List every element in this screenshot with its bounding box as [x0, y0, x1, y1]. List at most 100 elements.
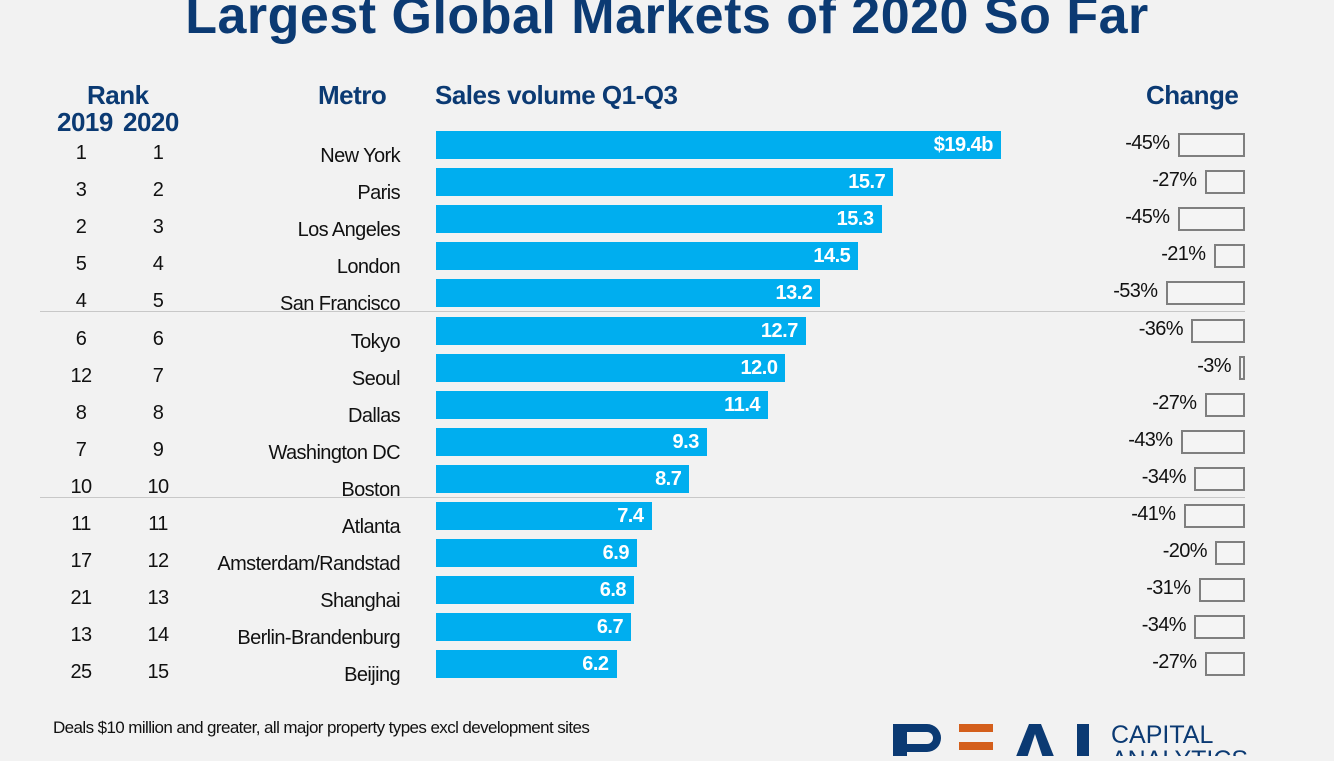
change-bar: [1204, 170, 1245, 195]
metro-label: Amsterdam/Randstad: [217, 553, 400, 576]
rank-2020: 3: [152, 216, 164, 239]
rank-2020: 8: [152, 401, 164, 424]
change-bar: [1194, 466, 1245, 491]
bar-value-label: 9.3: [672, 430, 700, 453]
bar: [436, 576, 635, 605]
svg-text:ANALYTICS: ANALYTICS: [1111, 746, 1248, 756]
change-bar: [1213, 244, 1245, 269]
rank-2020: 7: [152, 364, 164, 387]
rank-2019: 25: [70, 661, 92, 684]
rank-2020: 9: [152, 438, 164, 461]
rank-2020: 10: [147, 475, 169, 498]
change-label: -34%: [1141, 614, 1187, 637]
metro-label: Los Angeles: [297, 219, 401, 242]
change-label: -45%: [1125, 132, 1170, 154]
change-bar: [1180, 429, 1245, 454]
rank-2019: 5: [75, 253, 87, 276]
rank-2019: 17: [70, 550, 92, 573]
rank-2019: 11: [71, 513, 91, 535]
rank-2019: 21: [70, 587, 92, 610]
metro-label: Berlin-Brandenburg: [237, 627, 400, 650]
change-bar: [1177, 207, 1245, 232]
bar: [436, 427, 707, 456]
rca-logo: CAPITAL ANALYTICS: [893, 716, 1313, 761]
rank-2019: 13: [70, 624, 92, 647]
metro-label: Paris: [357, 182, 400, 205]
change-bar: [1165, 281, 1245, 306]
metro-label: Beijing: [344, 664, 400, 687]
bar-value-label: 14.5: [813, 245, 851, 268]
rank-2019: 3: [75, 179, 87, 202]
bar-value-label: 12.7: [760, 319, 798, 342]
change-header: Change: [1146, 80, 1239, 110]
rank-2019: 12: [70, 364, 92, 387]
change-bar: [1183, 504, 1245, 528]
rank-2019: 10: [70, 475, 92, 498]
metro-label: Washington DC: [268, 441, 400, 464]
change-label: -27%: [1152, 169, 1197, 192]
change-label: -27%: [1152, 651, 1197, 674]
rank-2020: 14: [147, 624, 169, 647]
rank-header: Rank: [87, 80, 149, 110]
bar-value-label: 6.9: [602, 542, 630, 565]
rank-2020: 13: [147, 587, 169, 610]
change-label: -45%: [1125, 206, 1170, 229]
bar: [436, 390, 768, 419]
bar: [436, 502, 652, 530]
change-label: -43%: [1128, 428, 1173, 451]
metro-label: Boston: [341, 478, 400, 501]
footnote: Deals $10 million and greater, all major…: [53, 718, 590, 737]
bar-value-label: 6.8: [599, 579, 627, 602]
bar-value-label: $19.4b: [933, 134, 994, 156]
metro-label: San Francisco: [279, 293, 401, 316]
change-label: -21%: [1161, 243, 1206, 266]
bar: [436, 316, 806, 345]
chart-title: Largest Global Markets of 2020 So Far: [185, 0, 1149, 45]
change-label: -36%: [1138, 317, 1184, 340]
change-label: -27%: [1152, 391, 1197, 414]
rank-2019: 2: [75, 216, 87, 239]
change-bar: [1204, 652, 1245, 677]
bar: [436, 539, 637, 568]
rank-2020: 2: [152, 179, 164, 202]
rank-2020: 12: [147, 550, 169, 573]
metro-label: New York: [320, 145, 400, 167]
bar: [436, 131, 1001, 159]
rank-2020-header: 2020: [123, 107, 179, 137]
rank-2020: 6: [152, 327, 164, 350]
bar-value-label: 15.3: [836, 208, 874, 231]
metro-label: London: [336, 256, 401, 279]
metro-header: Metro: [318, 80, 387, 110]
bar-value-label: 15.7: [848, 171, 886, 194]
bar: [436, 613, 632, 642]
change-label: -20%: [1162, 540, 1208, 563]
change-label: -53%: [1113, 280, 1158, 303]
bar: [436, 205, 882, 234]
bar-value-label: 8.7: [655, 467, 682, 490]
rank-2019: 1: [75, 142, 87, 164]
change-label: -3%: [1197, 354, 1231, 377]
change-bar: [1239, 355, 1245, 380]
rank-2020: 11: [148, 513, 168, 535]
change-bar: [1215, 541, 1245, 566]
change-label: -41%: [1131, 503, 1176, 525]
bar-value-label: 7.4: [617, 505, 644, 527]
change-bar: [1191, 318, 1245, 343]
metro-label: Dallas: [348, 404, 401, 427]
svg-text:CAPITAL: CAPITAL: [1111, 721, 1213, 749]
change-bar: [1198, 578, 1245, 603]
rank-2020: 5: [152, 290, 164, 313]
rank-2020: 4: [152, 253, 164, 276]
bar: [436, 168, 894, 197]
group-divider: [40, 497, 1245, 498]
bar-value-label: 6.7: [596, 616, 624, 639]
rank-2020: 1: [152, 142, 164, 164]
bar: [436, 279, 821, 308]
bar: [436, 242, 859, 271]
change-bar: [1177, 133, 1245, 157]
rank-2019-header: 2019: [57, 107, 113, 137]
change-label: -31%: [1146, 577, 1191, 600]
bar-value-label: 12.0: [740, 356, 778, 379]
metro-label: Atlanta: [341, 516, 401, 538]
rank-2019: 4: [75, 290, 87, 313]
